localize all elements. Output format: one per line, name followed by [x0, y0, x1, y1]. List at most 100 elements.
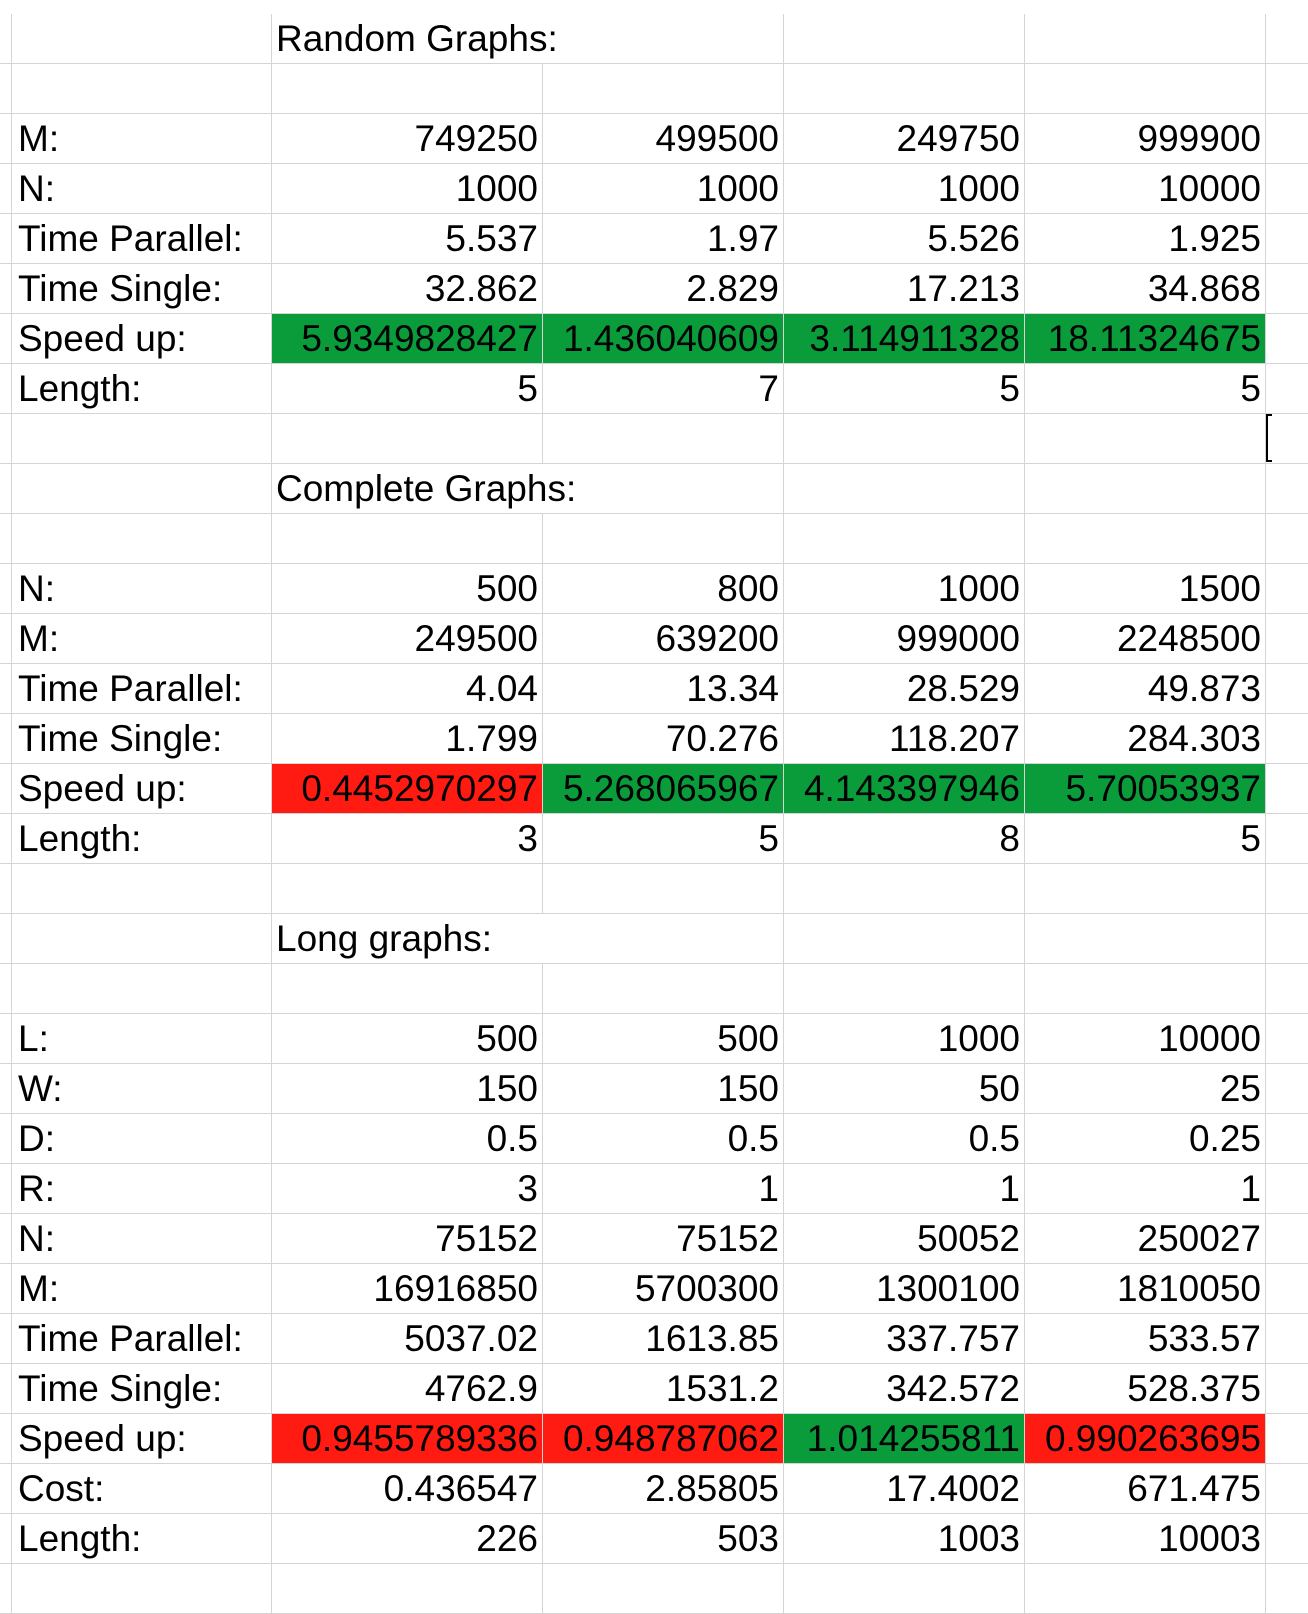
value-cell[interactable]: 10003	[1025, 1514, 1266, 1563]
cell[interactable]	[12, 1564, 272, 1613]
value-cell[interactable]: 2248500	[1025, 614, 1266, 663]
value-cell[interactable]: 249500	[272, 614, 543, 663]
row-label[interactable]: Length:	[12, 1514, 272, 1563]
value-cell[interactable]: 1	[543, 1164, 784, 1213]
cell[interactable]	[1025, 964, 1266, 1013]
value-cell[interactable]: 500	[272, 564, 543, 613]
value-cell[interactable]: 1	[1025, 1164, 1266, 1213]
value-cell[interactable]: 5	[272, 364, 543, 413]
row-label[interactable]: N:	[12, 1214, 272, 1263]
row-label[interactable]: Time Parallel:	[12, 1314, 272, 1363]
value-cell[interactable]: 17.4002	[784, 1464, 1025, 1513]
value-cell[interactable]: 499500	[543, 114, 784, 163]
value-cell[interactable]: 28.529	[784, 664, 1025, 713]
value-cell[interactable]: 528.375	[1025, 1364, 1266, 1413]
cell[interactable]	[1025, 64, 1266, 113]
value-cell[interactable]: 226	[272, 1514, 543, 1563]
value-cell[interactable]: 1531.2	[543, 1364, 784, 1413]
row-label[interactable]: Length:	[12, 364, 272, 413]
value-cell[interactable]: 337.757	[784, 1314, 1025, 1363]
row-label[interactable]: Time Single:	[12, 714, 272, 763]
value-cell[interactable]: 999900	[1025, 114, 1266, 163]
cell[interactable]	[784, 514, 1025, 563]
value-cell[interactable]: 118.207	[784, 714, 1025, 763]
cell[interactable]	[784, 14, 1025, 63]
value-cell[interactable]: 5	[1025, 364, 1266, 413]
value-cell[interactable]: 500	[272, 1014, 543, 1063]
cell[interactable]	[12, 864, 272, 913]
row-label[interactable]: M:	[12, 614, 272, 663]
value-cell[interactable]: 1.799	[272, 714, 543, 763]
cell[interactable]	[543, 964, 784, 1013]
cell[interactable]	[784, 864, 1025, 913]
value-cell[interactable]: 5700300	[543, 1264, 784, 1313]
value-cell[interactable]: 5.537	[272, 214, 543, 263]
value-cell[interactable]: 0.5	[272, 1114, 543, 1163]
cell[interactable]	[1025, 464, 1266, 513]
value-cell[interactable]: 999000	[784, 614, 1025, 663]
cell[interactable]	[1025, 514, 1266, 563]
cell[interactable]	[784, 414, 1025, 463]
speed-up-cell[interactable]: 5.70053937	[1025, 764, 1266, 813]
speed-up-cell[interactable]: 0.948787062	[543, 1414, 784, 1463]
value-cell[interactable]: 4762.9	[272, 1364, 543, 1413]
value-cell[interactable]: 75152	[272, 1214, 543, 1263]
cell[interactable]	[543, 514, 784, 563]
row-label[interactable]: N:	[12, 564, 272, 613]
value-cell[interactable]: 150	[543, 1064, 784, 1113]
cell[interactable]	[12, 914, 272, 963]
cell[interactable]	[12, 964, 272, 1013]
section-title-complete[interactable]: Complete Graphs:	[276, 468, 577, 509]
value-cell[interactable]: 749250	[272, 114, 543, 163]
value-cell[interactable]: 533.57	[1025, 1314, 1266, 1363]
value-cell[interactable]: 32.862	[272, 264, 543, 313]
value-cell[interactable]: 0.5	[543, 1114, 784, 1163]
value-cell[interactable]: 1.97	[543, 214, 784, 263]
value-cell[interactable]: 1000	[784, 164, 1025, 213]
row-label[interactable]: D:	[12, 1114, 272, 1163]
value-cell[interactable]: 50	[784, 1064, 1025, 1113]
row-label[interactable]: L:	[12, 1014, 272, 1063]
cell[interactable]	[784, 1564, 1025, 1613]
section-title-random[interactable]: Random Graphs:	[276, 18, 558, 59]
value-cell[interactable]: 342.572	[784, 1364, 1025, 1413]
speed-up-cell[interactable]: 5.268065967	[543, 764, 784, 813]
cell[interactable]	[1025, 914, 1266, 963]
cell[interactable]	[1025, 414, 1266, 463]
row-label[interactable]: Speed up:	[12, 1414, 272, 1463]
value-cell[interactable]: 1613.85	[543, 1314, 784, 1363]
row-label[interactable]: Time Single:	[12, 1364, 272, 1413]
value-cell[interactable]: 1.925	[1025, 214, 1266, 263]
value-cell[interactable]: 3	[272, 1164, 543, 1213]
value-cell[interactable]: 5	[784, 364, 1025, 413]
value-cell[interactable]: 1500	[1025, 564, 1266, 613]
row-label[interactable]: W:	[12, 1064, 272, 1113]
cell[interactable]	[543, 64, 784, 113]
value-cell[interactable]: 639200	[543, 614, 784, 663]
speed-up-cell[interactable]: 3.114911328	[784, 314, 1025, 363]
speed-up-cell[interactable]: 5.9349828427	[272, 314, 543, 363]
value-cell[interactable]: 1300100	[784, 1264, 1025, 1313]
value-cell[interactable]: 500	[543, 1014, 784, 1063]
value-cell[interactable]: 5037.02	[272, 1314, 543, 1363]
value-cell[interactable]: 25	[1025, 1064, 1266, 1113]
speed-up-cell[interactable]: 1.436040609	[543, 314, 784, 363]
row-label[interactable]: Cost:	[12, 1464, 272, 1513]
value-cell[interactable]: 70.276	[543, 714, 784, 763]
value-cell[interactable]: 16916850	[272, 1264, 543, 1313]
row-label[interactable]: M:	[12, 1264, 272, 1313]
value-cell[interactable]: 0.25	[1025, 1114, 1266, 1163]
value-cell[interactable]: 1000	[784, 1014, 1025, 1063]
cell[interactable]	[784, 464, 1025, 513]
cell[interactable]	[12, 414, 272, 463]
value-cell[interactable]: 503	[543, 1514, 784, 1563]
cell[interactable]	[784, 964, 1025, 1013]
row-label[interactable]: Speed up:	[12, 314, 272, 363]
cell[interactable]	[543, 914, 784, 963]
cell[interactable]	[12, 464, 272, 513]
value-cell[interactable]: 7	[543, 364, 784, 413]
cell[interactable]	[543, 464, 784, 513]
cell[interactable]	[12, 64, 272, 113]
value-cell[interactable]: 671.475	[1025, 1464, 1266, 1513]
row-label[interactable]: R:	[12, 1164, 272, 1213]
